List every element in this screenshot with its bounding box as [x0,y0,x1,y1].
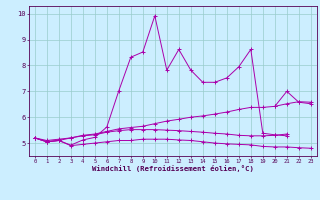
X-axis label: Windchill (Refroidissement éolien,°C): Windchill (Refroidissement éolien,°C) [92,165,254,172]
